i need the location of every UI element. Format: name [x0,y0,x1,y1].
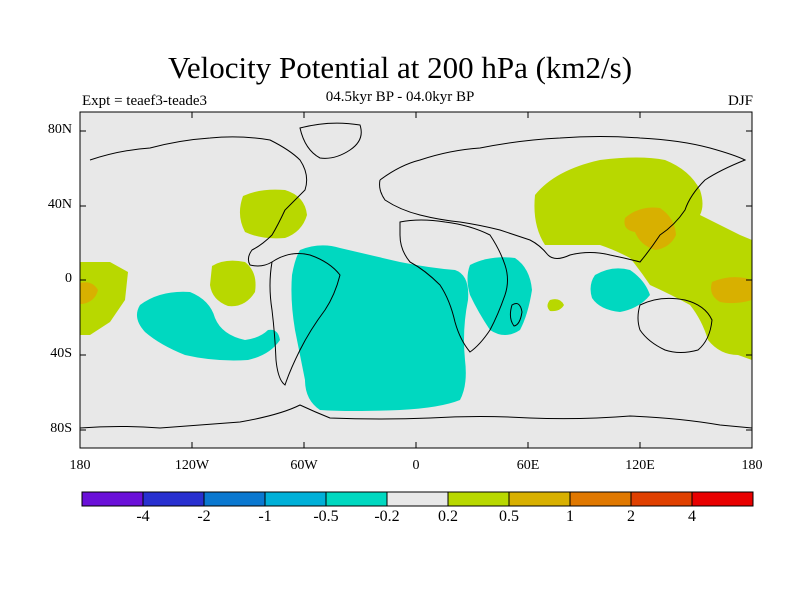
negative-anomaly-regions [136,245,650,411]
map-title: Velocity Potential at 200 hPa (km2/s) [167,50,633,85]
y-tick-label: 40N [47,197,72,212]
x-tick-label: 0 [412,458,420,473]
colorbar-swatch [569,491,632,507]
strong-west-pacific [711,277,752,304]
colorbar-label: 0.5 [499,508,519,525]
x-tick-label: 60E [516,458,540,473]
colorbar-swatch [386,491,449,507]
coast-africa [399,219,508,353]
anomaly-south-pacific-arc [136,291,280,361]
colorbar-label: 1 [566,508,574,525]
season-label: DJF [727,93,753,109]
coastlines [79,122,753,429]
colorbar-swatch [508,491,571,507]
y-tick-label: 40S [50,346,72,361]
colorbar-label: 4 [688,508,696,525]
colorbar-label: -0.2 [374,508,400,525]
colorbar-label: 2 [627,508,635,525]
anomaly-east-pacific-blob [210,260,256,307]
experiment-label: Expt = teaef3-teade3 [82,93,208,109]
anomaly-north-america [239,189,307,239]
colorbar-swatch [203,491,266,507]
strong-positive-regions [80,207,752,304]
x-tick-label: 120W [174,458,210,473]
y-tick-label: 80N [47,122,72,137]
coast-antarctica [79,404,753,429]
colorbar-swatch [264,491,327,507]
coast-australia [637,297,713,353]
axis-ticks [79,112,753,448]
coast-europe-asia [379,136,747,263]
anomaly-arabian-blob [547,299,564,312]
anomaly-maritime-continent [590,268,650,312]
x-tick-label: 60W [290,458,318,473]
colorbar-label: -0.5 [313,508,339,525]
colorbar-swatch [447,491,510,507]
anomaly-east-africa [467,257,532,335]
anomaly-pacific-west-edge [80,262,128,335]
colorbar-swatch [81,491,144,507]
strong-pacific-west [80,282,98,304]
strong-east-asia [624,207,676,250]
colorbar-label: 0.2 [438,508,458,525]
map-subtitle: 04.5kyr BP - 04.0kyr BP [325,89,475,105]
coast-north-america [89,136,308,267]
colorbar-swatch [325,491,388,507]
colorbar-label: -2 [197,508,211,525]
coast-south-america [269,253,341,386]
coast-greenland [299,122,362,159]
colorbar-swatch [691,491,754,507]
x-tick-label: 120E [625,458,655,473]
colorbar-label: -4 [136,508,150,525]
y-tick-label: 80S [50,421,72,436]
y-tick-label: 0 [65,271,72,286]
x-tick-label: 180 [69,458,91,473]
anomaly-south-atlantic [291,245,469,411]
colorbar-label: -1 [258,508,272,525]
colorbar-swatch [142,491,205,507]
x-tick-label: 180 [741,458,763,473]
coast-madagascar [509,303,523,327]
colorbar [81,491,754,507]
colorbar-swatch [630,491,693,507]
